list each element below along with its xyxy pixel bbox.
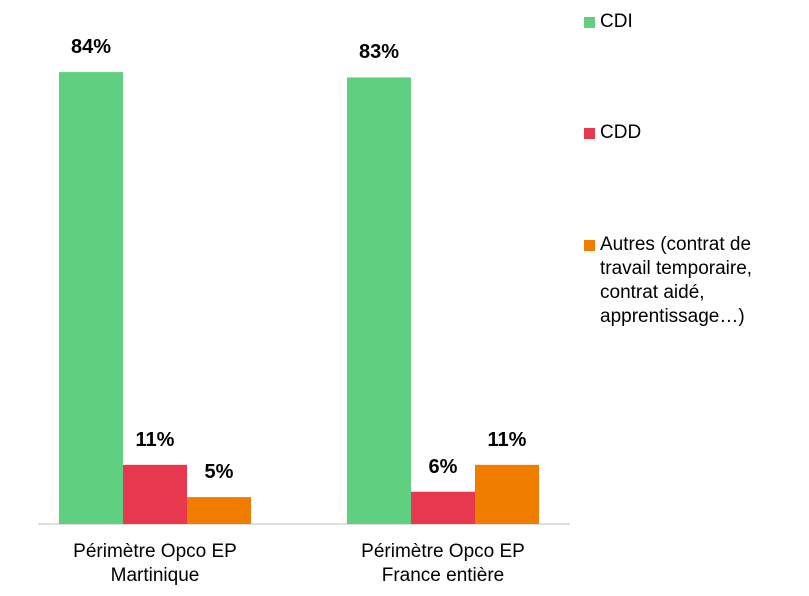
value-label: 83% — [358, 41, 400, 64]
value-label: 11% — [487, 428, 527, 451]
legend-swatch — [584, 17, 595, 28]
value-label: 6% — [428, 455, 458, 478]
bar — [59, 72, 123, 524]
legend-label: CDI — [600, 11, 633, 32]
legend-swatch — [584, 240, 595, 251]
legend-label: CDD — [600, 122, 642, 143]
legend-label: Autres (contrat de travail temporaire, c… — [600, 234, 753, 327]
x-tick-label: Périmètre Opco EP France entière — [361, 541, 525, 586]
bar — [347, 77, 411, 525]
bar — [411, 491, 475, 524]
bar — [187, 497, 251, 524]
x-tick-label: Périmètre Opco EP Martinique — [73, 541, 237, 586]
value-label: 11% — [135, 428, 175, 451]
bar — [123, 464, 187, 524]
value-label: 5% — [204, 461, 234, 484]
legend-swatch — [584, 128, 595, 139]
bar — [475, 464, 539, 524]
value-label: 84% — [70, 36, 112, 59]
